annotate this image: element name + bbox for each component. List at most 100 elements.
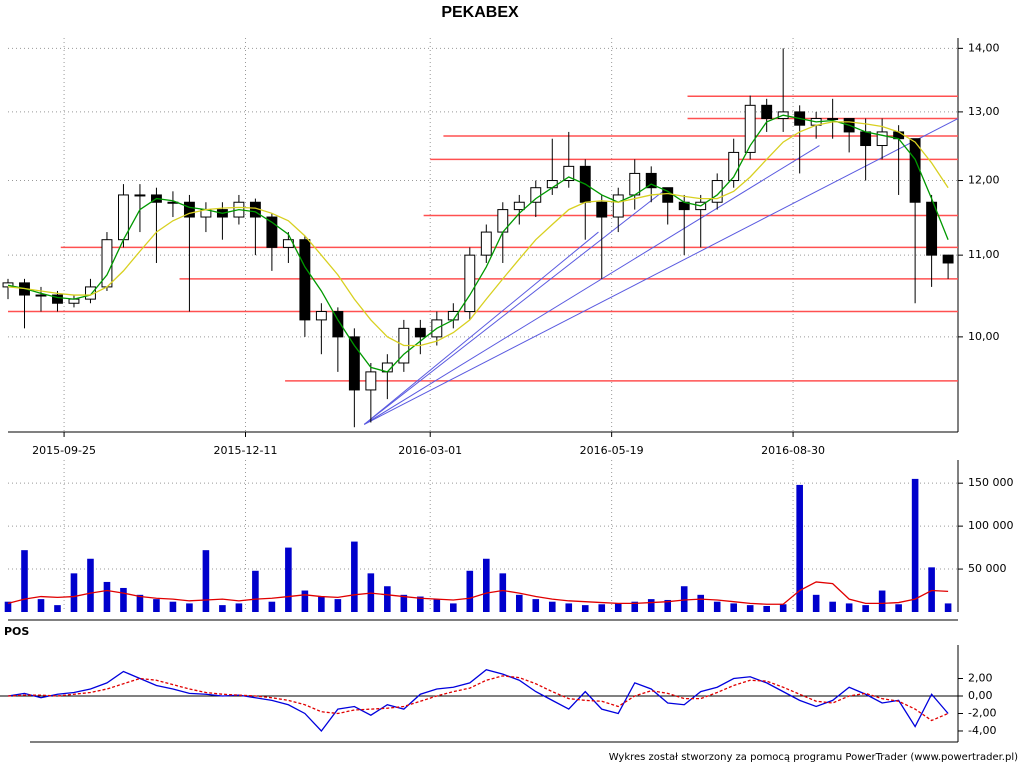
volume-bar	[862, 605, 869, 612]
y-tick-label: 10,00	[968, 330, 1000, 343]
volume-bar	[565, 603, 573, 612]
candle-body	[827, 118, 839, 121]
candle-body	[315, 311, 327, 321]
candle-body	[711, 180, 723, 203]
volume-bar	[252, 570, 259, 612]
moving-average	[7, 114, 949, 373]
volume-bar	[334, 599, 342, 612]
volume-bar	[713, 601, 721, 612]
volume-bar	[417, 596, 424, 612]
candle-body	[596, 201, 608, 218]
volume-bar	[911, 478, 919, 612]
volume-bar	[285, 547, 292, 612]
volume-bar	[697, 594, 705, 612]
volume-bar	[878, 590, 886, 612]
x-tick-label: 2015-09-25	[32, 444, 96, 457]
volume-bar	[466, 570, 474, 612]
volume-bar	[779, 604, 787, 612]
x-tick-label: 2016-03-01	[398, 444, 462, 457]
volume-bar	[450, 603, 457, 612]
volume-bar	[318, 596, 325, 612]
volume-bar	[219, 605, 226, 612]
candle-body	[563, 165, 575, 182]
y-tick-label: 12,00	[968, 174, 1000, 187]
volume-bar	[169, 601, 177, 612]
candle-body	[266, 216, 278, 248]
trend-line	[363, 187, 669, 425]
volume-bar	[796, 484, 803, 612]
volume-bar	[680, 586, 688, 612]
volume-bar	[235, 603, 243, 612]
volume-bar	[400, 594, 408, 612]
volume-bar	[202, 550, 210, 612]
candle-body	[365, 371, 377, 391]
y-tick-label: 150 000	[968, 476, 1014, 489]
volume-bar	[301, 590, 309, 612]
volume-bar	[614, 603, 622, 612]
y-tick-label: 2,00	[968, 671, 993, 684]
x-tick-label: 2016-08-30	[761, 444, 825, 457]
chart-title: PEKABEX	[441, 4, 519, 21]
candle-body	[513, 201, 525, 211]
trend-line	[363, 231, 599, 425]
x-tick-label: 2016-05-19	[580, 444, 644, 457]
candle-body	[332, 311, 344, 338]
oscillator-line	[7, 675, 949, 722]
volume-bar	[944, 603, 952, 612]
volume-bar	[664, 599, 672, 612]
volume-bar	[598, 604, 606, 612]
volume-bar	[384, 586, 391, 612]
candle-body	[744, 104, 756, 153]
candle-body	[909, 138, 921, 203]
candle-body	[464, 254, 476, 313]
panel-title: POS	[4, 625, 29, 638]
volume-bar	[433, 599, 441, 612]
candle-body	[52, 294, 63, 304]
volume-bar	[351, 541, 358, 612]
volume-bar	[483, 558, 490, 612]
candle-body	[480, 231, 492, 256]
y-tick-label: -2,00	[968, 706, 996, 719]
volume-bar	[581, 605, 589, 612]
y-tick-label: 13,00	[968, 105, 1000, 118]
volume-bar	[54, 605, 61, 612]
volume-bar	[845, 603, 853, 612]
y-tick-label: 100 000	[968, 519, 1014, 532]
candle-body	[612, 194, 624, 218]
volume-bar	[103, 581, 111, 612]
volume-bar	[928, 567, 935, 612]
volume-bar	[87, 558, 94, 612]
x-tick-label: 2015-12-11	[214, 444, 278, 457]
volume-bar	[548, 601, 556, 612]
volume-bar	[895, 604, 902, 612]
candle-body	[546, 180, 558, 189]
volume-average	[7, 581, 949, 605]
candle-body	[299, 239, 311, 321]
trend-line	[364, 118, 959, 425]
volume-bar	[829, 601, 836, 612]
volume-bar	[730, 603, 737, 612]
volume-bar	[136, 594, 144, 612]
candle-body	[134, 194, 146, 197]
trend-line	[363, 145, 820, 425]
moving-average	[7, 121, 949, 347]
volume-bar	[532, 599, 540, 612]
volume-bar	[631, 601, 639, 612]
footer: Wykres został stworzony za pomocą progra…	[609, 752, 1018, 763]
volume-bar	[4, 601, 12, 612]
volume-bar	[499, 573, 507, 612]
candle-body	[183, 201, 195, 218]
volume-bar	[763, 605, 770, 612]
volume-bar	[515, 594, 523, 612]
volume-bar	[746, 605, 754, 612]
candle-body	[35, 294, 47, 297]
volume-bar	[21, 550, 28, 612]
y-tick-label: 14,00	[968, 41, 1000, 54]
y-tick-label: -4,00	[968, 724, 996, 737]
candle-body	[942, 254, 954, 264]
candle-body	[414, 327, 426, 338]
oscillator-line	[7, 669, 949, 732]
candle-body	[926, 201, 938, 256]
